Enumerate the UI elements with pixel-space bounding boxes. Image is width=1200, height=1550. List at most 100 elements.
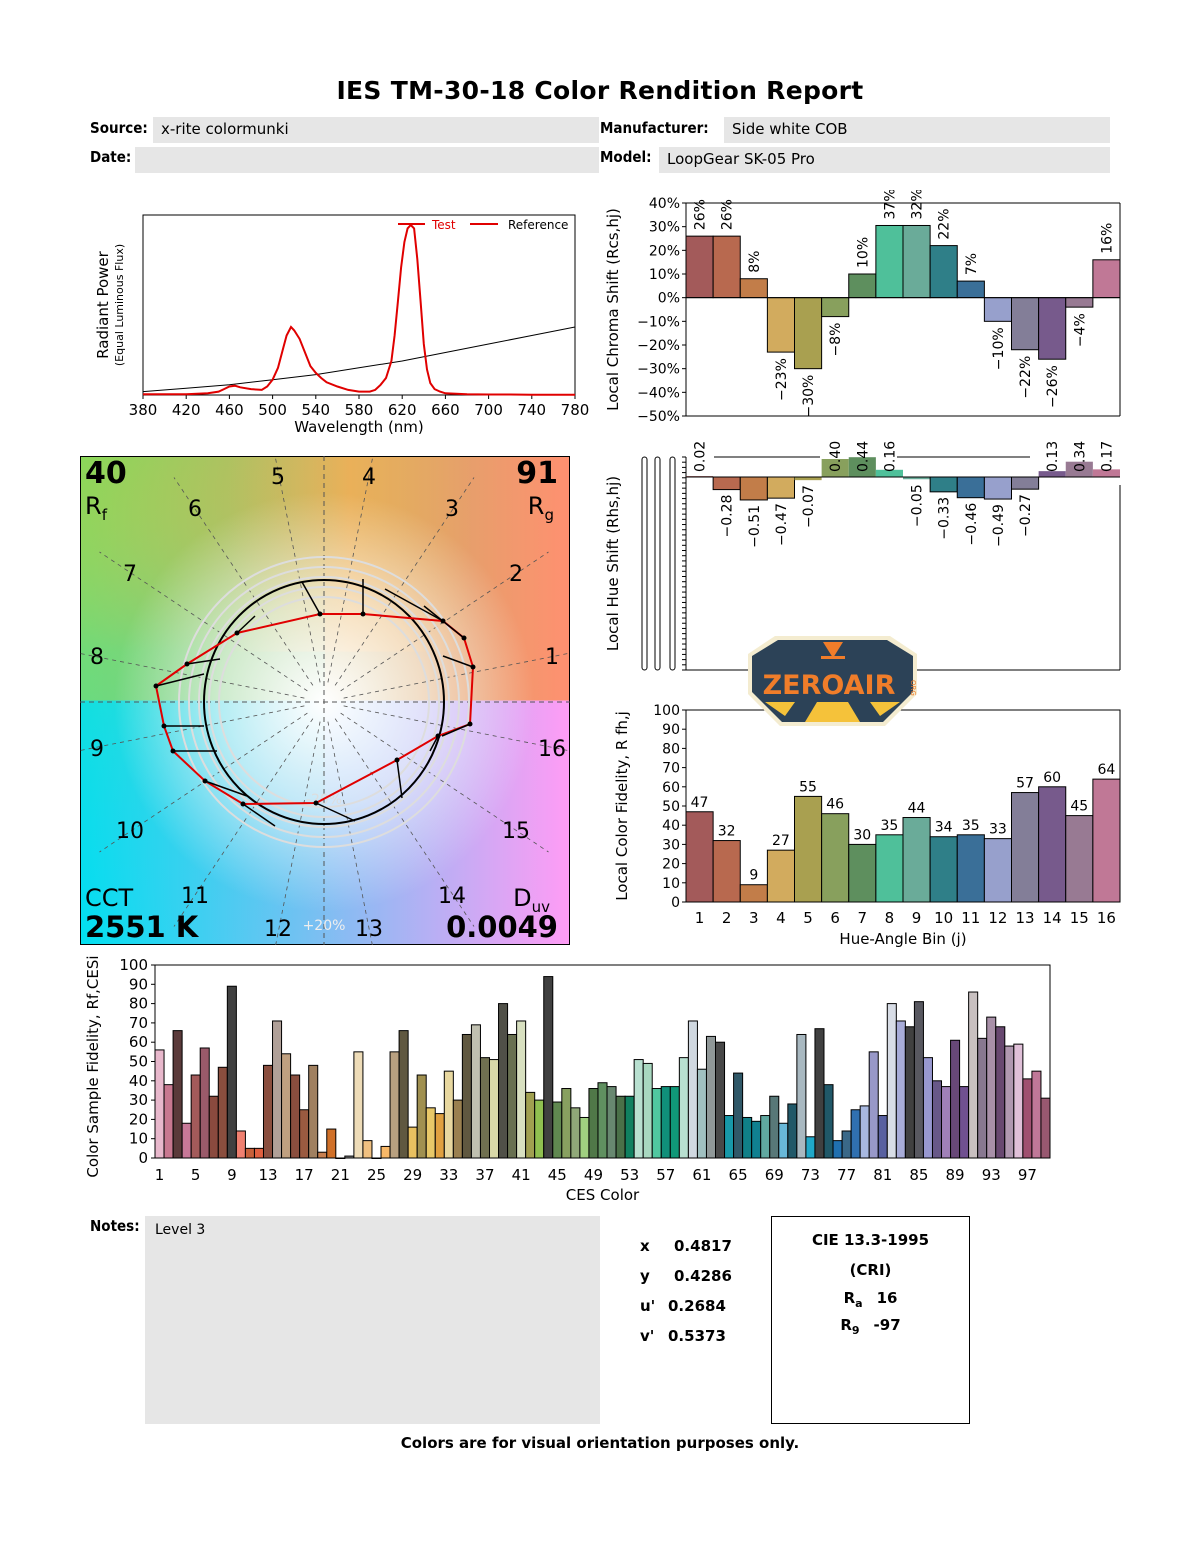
logo-road-left-icon xyxy=(765,702,795,716)
y-axis-label: Local Color Fidelity, R fh,j xyxy=(613,711,631,901)
notes-value: Level 3 xyxy=(155,1222,206,1238)
bar-2 xyxy=(712,235,741,299)
bar-5 xyxy=(794,297,823,370)
bar-label: 0.40 xyxy=(828,441,844,472)
x-tick-label: 1 xyxy=(155,1166,165,1184)
arrow-head xyxy=(317,611,323,617)
bar-11 xyxy=(956,280,985,299)
shift-arrow-7 xyxy=(186,658,221,665)
bar-8 xyxy=(875,224,904,299)
bin-label-10: 10 xyxy=(116,819,144,844)
source-label: Source: xyxy=(90,119,148,137)
bar-label: 0.17 xyxy=(1099,441,1115,472)
y-tick-label: 70 xyxy=(129,1014,148,1032)
ces-bar-38 xyxy=(488,1059,500,1159)
ces-bar-89 xyxy=(950,1039,961,1159)
ces-bar-20 xyxy=(326,1128,337,1159)
coord-row-v: v' 0.5373 xyxy=(640,1327,732,1357)
bar-9 xyxy=(903,477,931,480)
cri-box: CIE 13.3-1995 (CRI) Ra 16 R9 -97 xyxy=(771,1216,970,1424)
x-tick-label: 780 xyxy=(561,401,590,419)
bar-5 xyxy=(794,477,822,481)
y-tick-label: 10% xyxy=(649,267,680,283)
bin-divider xyxy=(59,648,305,699)
arrow-head xyxy=(202,778,208,784)
x-tick-label: 4 xyxy=(776,909,786,927)
x-tick-label: 620 xyxy=(388,401,417,419)
bar-13 xyxy=(1011,792,1040,903)
y-tick-label: 100 xyxy=(119,956,148,974)
x-tick-label: 5 xyxy=(803,909,813,927)
shift-arrow-1 xyxy=(442,655,474,668)
reference-ring xyxy=(178,556,470,848)
ces-bar-31 xyxy=(425,1107,436,1159)
bar-label: 60 xyxy=(1043,770,1061,786)
x-tick-label: 25 xyxy=(367,1166,386,1184)
y-tick-label: 60 xyxy=(129,1033,148,1051)
ces-bar-95 xyxy=(1004,1045,1015,1159)
bar-5 xyxy=(794,795,823,903)
bar-3 xyxy=(739,476,768,501)
ces-bar-35 xyxy=(461,1033,472,1159)
logo-road-right-icon xyxy=(870,702,900,716)
ces-bar-60 xyxy=(687,1020,698,1159)
bar-label: −0.27 xyxy=(1018,494,1034,537)
bar-13 xyxy=(1011,476,1040,490)
bar-label: 35 xyxy=(962,818,980,834)
shift-arrow-14 xyxy=(396,759,403,799)
x-axis-label: CES Color xyxy=(566,1186,640,1204)
reference-ring xyxy=(188,566,460,838)
arrow-head xyxy=(440,618,446,624)
x-tick-label: 11 xyxy=(961,909,980,927)
x-tick-label: 65 xyxy=(729,1166,748,1184)
bar-label: −4% xyxy=(1072,313,1088,347)
shift-arrow-5 xyxy=(301,581,321,615)
ces-bar-70 xyxy=(778,1122,789,1159)
ces-bar-54 xyxy=(633,1059,644,1159)
bin-label-15: 15 xyxy=(502,819,530,844)
bin-divider xyxy=(343,648,589,699)
bar-label: 0.13 xyxy=(1045,441,1061,472)
ces-bar-65 xyxy=(733,1072,744,1159)
y-tick-label: −30% xyxy=(637,362,680,378)
ces-bar-77 xyxy=(841,1130,852,1159)
bin-label-2: 2 xyxy=(509,562,523,587)
bar-16 xyxy=(1092,469,1120,477)
ces-bar-82 xyxy=(886,1003,897,1159)
arrow-head xyxy=(470,664,476,670)
logo-road-icon xyxy=(805,702,860,722)
ces-bar-83 xyxy=(895,1020,906,1159)
x-tick-label: 1 xyxy=(695,909,705,927)
x-tick-label: 9 xyxy=(227,1166,237,1184)
y-tick-labels-overlap xyxy=(654,456,661,671)
ces-bar-8 xyxy=(217,1066,228,1159)
bar-10 xyxy=(929,836,958,903)
y-tick-label: 90 xyxy=(129,975,148,993)
ces-bar-81 xyxy=(877,1115,888,1159)
bar-6 xyxy=(821,297,850,318)
manufacturer-label: Manufacturer: xyxy=(600,119,709,137)
bar-11 xyxy=(956,476,985,499)
bar-label: 37% xyxy=(882,190,898,219)
y-tick-label: 80 xyxy=(129,995,148,1013)
bin-divider xyxy=(99,551,308,692)
x-tick-label: 49 xyxy=(584,1166,603,1184)
x-tick-label: 660 xyxy=(431,401,460,419)
bin-label-5: 5 xyxy=(271,465,285,490)
bar-12 xyxy=(983,297,1012,322)
ces-bar-98 xyxy=(1031,1070,1042,1159)
x-axis-label: Wavelength (nm) xyxy=(294,418,424,436)
ces-bar-97 xyxy=(1022,1078,1033,1159)
logo-text: ZEROAIR xyxy=(763,670,896,701)
shift-arrow-12 xyxy=(242,803,276,827)
ces-bar-93 xyxy=(986,1016,997,1159)
x-axis-label: Hue-Angle Bin (j) xyxy=(839,930,966,948)
bar-label: 9 xyxy=(749,868,758,884)
arrow-head xyxy=(234,630,240,636)
ces-bar-91 xyxy=(968,991,979,1159)
shift-arrow-15 xyxy=(429,735,439,752)
ces-bar-33 xyxy=(443,1070,454,1159)
bin-divider xyxy=(334,477,475,686)
bin-label-8: 8 xyxy=(90,645,104,670)
